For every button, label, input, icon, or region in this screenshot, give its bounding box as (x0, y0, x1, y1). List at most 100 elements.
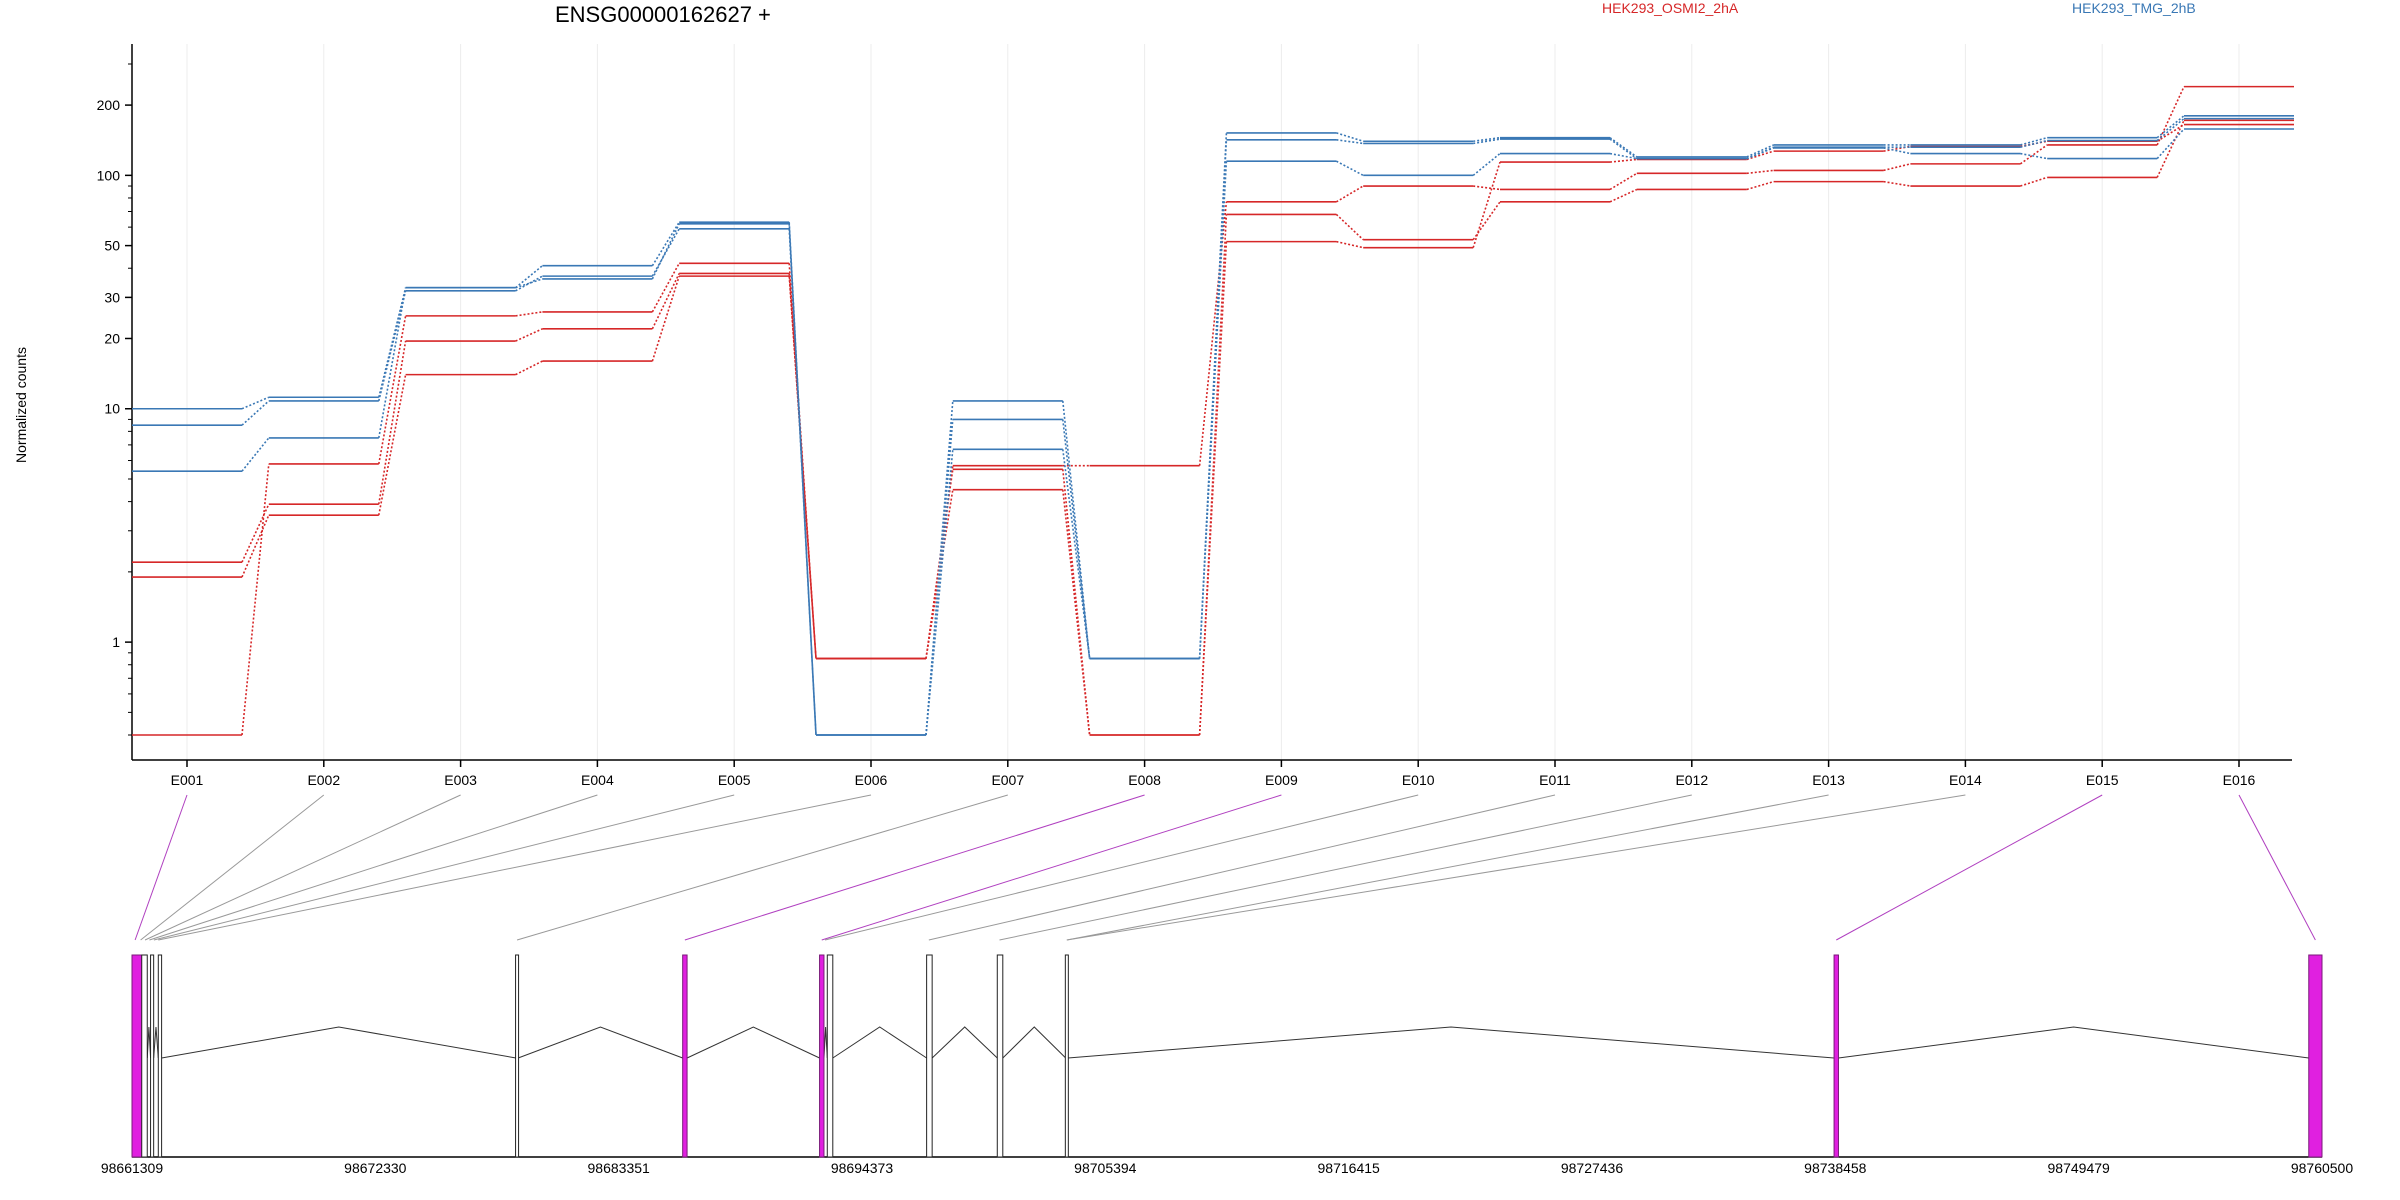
data-connector (1062, 419, 1091, 659)
x-tick-label: E001 (171, 772, 204, 788)
intron (1067, 1026, 1835, 1059)
feature-mapping-line (149, 794, 598, 941)
x-tick-label: E005 (718, 772, 751, 788)
data-connector (2156, 120, 2185, 178)
plot-area: 1 10 20 30 50 100 200 E001 E002 E003 E004 E005 E006 E… (97, 44, 2294, 788)
x-tick-label: E010 (1402, 772, 1435, 788)
intron (823, 1026, 828, 1059)
data-connector (1746, 147, 1774, 160)
data-connector (2156, 123, 2185, 142)
coordinate-label: 98694373 (831, 1160, 894, 1176)
feature-mapping-line (2238, 794, 2316, 941)
data-connector (1609, 137, 1638, 158)
y-tick-label: 10 (104, 401, 120, 417)
data-connector (2156, 86, 2185, 146)
data-connector (1473, 138, 1501, 145)
series-3 (132, 114, 2294, 736)
data-connector (515, 278, 543, 289)
coordinate-label: 98760500 (2291, 1160, 2354, 1176)
data-connector (651, 228, 680, 277)
data-connector (241, 400, 270, 426)
data-connector (1198, 241, 1228, 736)
data-connector (1336, 139, 1364, 145)
data-connector (925, 419, 954, 736)
feature-mapping-line (1066, 794, 1966, 941)
exon (515, 954, 520, 1158)
feature-mapping-line (158, 794, 872, 941)
exon (926, 954, 933, 1158)
data-connector (241, 514, 270, 578)
intron (931, 1026, 998, 1059)
feature-mapping-line (140, 794, 325, 941)
data-connector (1335, 185, 1364, 203)
y-tick-label: 30 (104, 289, 120, 305)
feature-mapping-line (144, 794, 461, 941)
exon (131, 954, 144, 1158)
data-connector (2019, 144, 2048, 165)
intron (832, 1026, 927, 1059)
data-connector (2020, 139, 2048, 148)
data-connector (1336, 132, 1364, 143)
data-connector (515, 311, 543, 317)
data-connector (1609, 158, 1637, 163)
y-tick-label: 1 (112, 634, 120, 650)
series-0 (132, 85, 2294, 736)
feature-mapping-line (1066, 794, 1829, 941)
data-connector (925, 400, 954, 736)
data-connector (1472, 201, 1501, 241)
data-connector (1746, 150, 1774, 161)
data-connector (2156, 115, 2185, 139)
feature-mapping-line (1836, 794, 2103, 941)
data-connector (378, 287, 407, 439)
x-tick-label: E003 (444, 772, 477, 788)
feature-mapping-line (516, 794, 1008, 941)
data-connector (1883, 145, 1911, 152)
data-connector (1062, 449, 1091, 659)
data-connector (788, 222, 817, 736)
x-tick-label: E008 (1128, 772, 1161, 788)
data-connector (1198, 161, 1228, 659)
coordinate-label: 98661309 (101, 1160, 164, 1176)
data-connector (1198, 132, 1228, 659)
data-connector (1335, 213, 1364, 241)
data-connector (1062, 469, 1091, 736)
data-connector (515, 275, 543, 292)
y-tick-label: 200 (97, 97, 121, 113)
data-connector (378, 374, 407, 516)
data-connector (1746, 169, 1774, 175)
data-connector (1609, 188, 1638, 203)
gene-model: 98661309 98672330 98683351 98694373 98705394… (101, 794, 2354, 1176)
exon (1833, 954, 1839, 1158)
data-connector (2156, 128, 2185, 160)
x-tick-label: E004 (581, 772, 614, 788)
series-2 (132, 123, 2294, 736)
data-connector (1473, 136, 1501, 143)
intron (146, 1026, 152, 1059)
data-connector (2020, 136, 2048, 146)
x-tick-label: E011 (1539, 772, 1571, 788)
x-tick-label: E014 (1949, 772, 1982, 788)
exon (1064, 954, 1069, 1158)
exon (157, 954, 163, 1158)
data-connector (1472, 152, 1501, 176)
data-connector (1336, 160, 1364, 177)
x-tick-label: E009 (1265, 772, 1298, 788)
data-connector (378, 315, 407, 465)
data-connector (1062, 400, 1091, 659)
coordinate-label: 98672330 (344, 1160, 407, 1176)
data-connector (378, 287, 407, 398)
data-connector (925, 449, 954, 736)
data-connector (1609, 152, 1637, 160)
data-connector (1198, 139, 1228, 659)
series-1 (132, 119, 2294, 736)
data-connector (1336, 240, 1364, 249)
coordinate-label: 98705394 (1074, 1160, 1137, 1176)
coordinate-label: 98683351 (588, 1160, 651, 1176)
exon (826, 954, 834, 1158)
data-connector (378, 290, 407, 402)
intron (518, 1026, 683, 1059)
data-connector (515, 328, 543, 342)
data-connector (515, 360, 543, 376)
x-tick-label: E002 (307, 772, 340, 788)
